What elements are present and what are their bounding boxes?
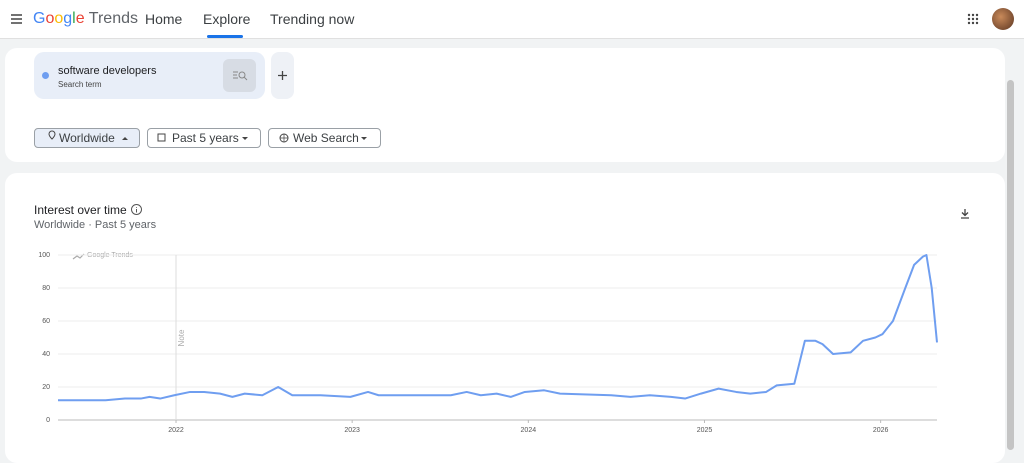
filter-label: Past 5 years [172,131,239,145]
add-term[interactable] [271,52,294,99]
x-tick-label: 2022 [168,427,184,434]
series-dot [42,72,49,79]
y-tick-label: 80 [42,285,50,292]
y-tick-label: 100 [38,252,50,259]
y-tick-label: 0 [46,417,50,424]
watermark-icon [72,253,85,260]
search-term: software developers [58,65,157,77]
logo-product: Trends [88,10,138,27]
filter-chip[interactable]: Past 5 years [147,128,261,148]
x-tick-label: 2024 [521,427,537,434]
x-tick-label: 2023 [344,427,360,434]
avatar[interactable] [992,8,1014,30]
filter-label: Web Search [293,131,359,145]
search-term-chip[interactable]: software developers Search term [34,52,265,99]
series-line [58,254,938,402]
chart-card [5,173,1005,463]
filter-chip[interactable]: Web Search [268,128,381,148]
y-tick-label: 20 [42,384,50,391]
info-icon[interactable] [130,203,143,216]
x-tick-label: 2026 [873,427,889,434]
filter-label: Worldwide [59,131,115,145]
nav-link[interactable]: Home [145,11,183,27]
header: Google Trends Home Explore Trending now [0,0,1024,39]
y-tick-label: 60 [42,318,50,325]
x-tick-label: 2025 [697,427,713,434]
nav-underline [207,35,243,38]
chart-title: Interest over time [34,203,127,217]
logo-brand: Google [33,10,85,27]
filter-chip[interactable]: Worldwide [34,128,140,148]
search-term-label: Search term [58,80,102,89]
annotation-label: Note [177,329,186,346]
logo[interactable]: Google Trends [33,10,138,28]
search-icon[interactable] [223,59,256,92]
scrollbar [1007,80,1014,450]
apps-icon[interactable] [967,13,979,25]
nav-link[interactable]: Explore [203,11,251,27]
menu-icon[interactable] [10,13,24,25]
chart-subtitle: Worldwide · Past 5 years [34,219,157,231]
y-tick-label: 40 [42,351,50,358]
download-icon[interactable] [958,207,972,221]
nav-link[interactable]: Trending now [270,11,355,27]
